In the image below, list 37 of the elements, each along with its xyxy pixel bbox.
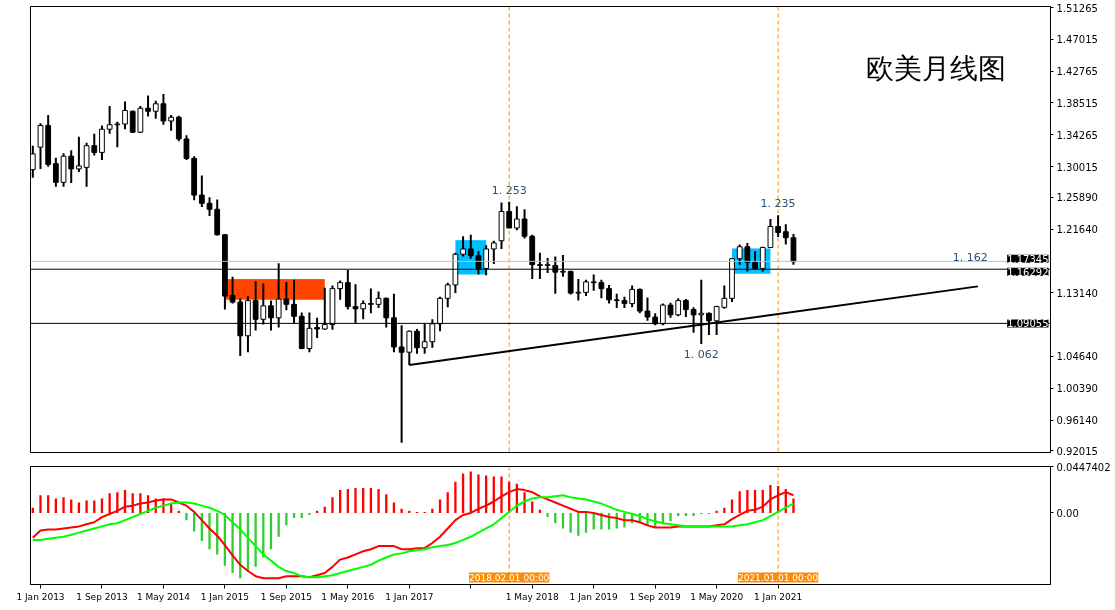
x-tick-label: 1 May 2018 [505,591,559,602]
y-tick-label: 0.0447402 [1056,461,1111,473]
annotation: 1. 235 [760,197,796,211]
y-tick-label: 1.13140 [1056,287,1098,299]
y-tick-label: 1.25890 [1056,192,1098,204]
y-tick-label: 1.04640 [1056,351,1098,363]
x-tick-label: 1 Jan 2019 [569,591,619,602]
ref-line-label: 1.09055 [1007,318,1049,330]
y-tick-label: 1.21640 [1056,224,1098,236]
ref-line-label: 2021.01.01 00:00 [737,572,819,583]
y-tick-label: 0.96140 [1056,415,1098,427]
x-tick-label: 1 Jan 2017 [385,591,434,602]
ref-line-label: 1.17345 [1007,253,1049,265]
text: 欧美月线图 [865,52,1006,85]
y-tick-label: 1.30015 [1056,161,1098,173]
ref-line-label: 1.16292 [1007,266,1049,278]
x-tick-label: 1 May 2020 [690,591,744,602]
y-tick-label: 1.42765 [1056,66,1098,78]
annotation: 1. 162 [952,251,988,265]
annotation: 1. 253 [491,183,527,197]
y-tick-label: 0.00 [1056,507,1079,519]
ref-line-label: 2018.02.01 00:00 [469,572,550,583]
y-tick-label: 1.51265 [1056,2,1098,14]
annotation: 1. 062 [683,347,719,361]
x-tick-label: 1 Sep 2015 [260,591,313,602]
y-tick-label: 1.47015 [1056,34,1098,46]
y-tick-label: 1.38515 [1056,97,1098,109]
x-tick-label: 1 May 2016 [321,591,375,602]
x-tick-label: 1 May 2014 [136,591,191,602]
y-tick-label: 0.92015 [1056,445,1098,457]
x-tick-label: 1 Jan 2015 [200,591,250,602]
y-tick-label: 1.34265 [1056,129,1098,141]
x-tick-label: 1 Sep 2019 [629,591,682,602]
y-tick-label: 1.00390 [1056,383,1098,395]
x-tick-label: 1 Sep 2013 [76,591,128,602]
x-tick-label: 1 Jan 2021 [753,591,803,602]
x-tick-label: 1 Jan 2013 [16,591,65,602]
